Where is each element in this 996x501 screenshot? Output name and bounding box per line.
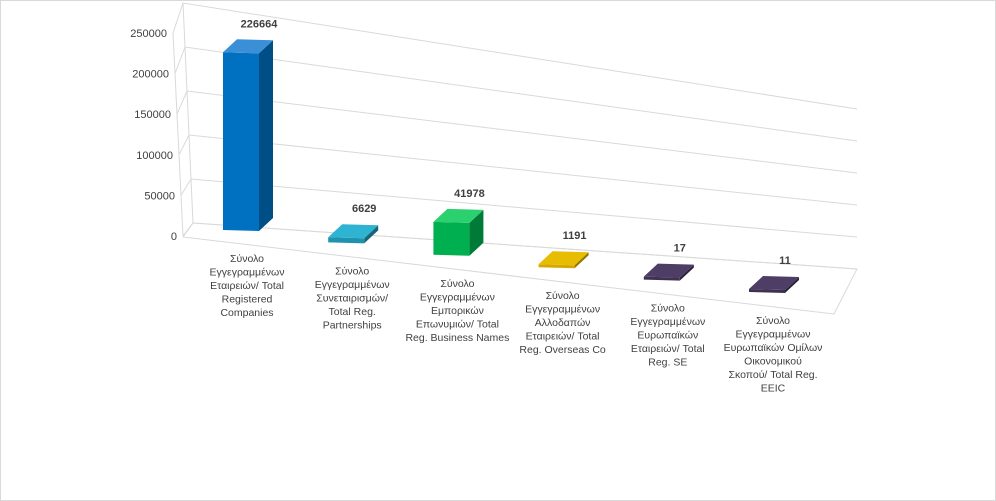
bar-side bbox=[259, 40, 273, 231]
data-label: 11 bbox=[779, 255, 791, 267]
bar-side bbox=[364, 225, 379, 244]
bar-top bbox=[223, 39, 273, 54]
bar-top bbox=[538, 251, 589, 266]
bar bbox=[538, 251, 589, 269]
data-label: 17 bbox=[674, 243, 686, 255]
bar-front bbox=[643, 276, 680, 281]
bar-top bbox=[643, 263, 694, 278]
y-tick-label: 50000 bbox=[144, 190, 175, 202]
wall-back-edge bbox=[182, 2, 194, 224]
bar-top bbox=[749, 276, 799, 290]
bar-side bbox=[469, 209, 484, 256]
bar-side bbox=[785, 277, 799, 293]
y-tick-label: 100000 bbox=[136, 150, 173, 162]
category-label: Σύνολο Εγγεγραμμένων Ευρωπαϊκών Ομίλων Οικο… bbox=[724, 315, 823, 395]
data-label: 226664 bbox=[241, 18, 279, 30]
bar-side bbox=[679, 264, 694, 281]
bars-layer bbox=[223, 39, 799, 293]
y-axis: 0 50000 100000 150000 200000 250000 bbox=[130, 28, 177, 243]
data-labels: 226664 6629 41978 1191 17 11 bbox=[241, 18, 791, 267]
bar bbox=[433, 208, 484, 256]
gridline bbox=[174, 46, 858, 142]
bar-front bbox=[328, 237, 365, 244]
data-label: 1191 bbox=[563, 230, 587, 242]
gridline bbox=[176, 90, 858, 174]
category-labels: Σύνολο Εγγεγραμμένων Εταιρειών/ Total Regis… bbox=[210, 253, 823, 395]
bar-front bbox=[538, 264, 575, 269]
y-tick-label: 250000 bbox=[130, 28, 167, 40]
bar-side bbox=[574, 252, 589, 269]
category-label: Σύνολο Εγγεγραμμένων Αλλοδαπών Εταιρειών/ T… bbox=[519, 290, 606, 356]
bar-top bbox=[433, 208, 484, 223]
data-label: 41978 bbox=[454, 188, 485, 200]
bar bbox=[328, 224, 379, 244]
grid-layer bbox=[172, 2, 858, 315]
category-label: Σύνολο Εγγεγραμμένων Εμπορικών Επωνυμιών/ T… bbox=[405, 278, 509, 344]
bar-front bbox=[223, 52, 259, 231]
chart-floor bbox=[182, 222, 858, 315]
bar bbox=[223, 39, 273, 231]
y-tick-label: 200000 bbox=[132, 69, 169, 81]
gridline bbox=[178, 134, 858, 206]
bar-front bbox=[749, 289, 785, 293]
wall-edge bbox=[172, 32, 184, 237]
bar-top bbox=[328, 224, 379, 239]
category-label: Σύνολο Εγγεγραμμένων Εταιρειών/ Total Regis… bbox=[210, 253, 285, 319]
category-label: Σύνολο Εγγεγραμμένων Ευρωπαϊκών Εταιρειών/ … bbox=[630, 303, 705, 369]
gridline bbox=[180, 178, 858, 238]
bar-front bbox=[433, 221, 470, 256]
y-tick-label: 0 bbox=[171, 231, 177, 243]
category-label: Σύνολο Εγγεγραμμένων Συνεταιρισμών/Total R… bbox=[315, 265, 390, 331]
bar bbox=[749, 276, 799, 293]
y-tick-label: 150000 bbox=[134, 109, 171, 121]
bar bbox=[643, 263, 694, 281]
data-label: 6629 bbox=[352, 203, 376, 215]
